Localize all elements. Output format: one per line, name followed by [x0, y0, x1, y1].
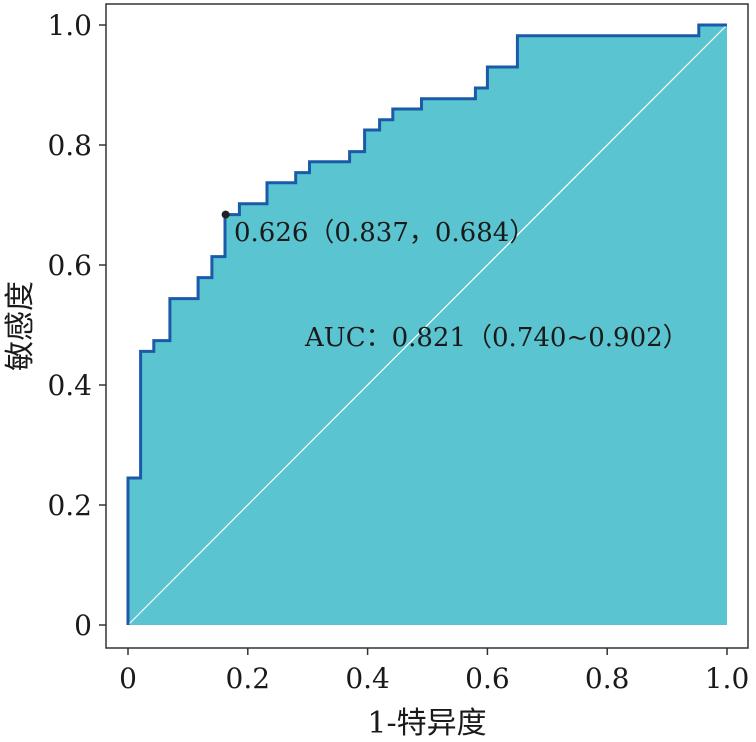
reference-diagonal-line	[127, 24, 728, 626]
x-tick-label: 0.4	[345, 662, 390, 695]
x-tick-label: 0.2	[226, 662, 271, 695]
x-tick-label: 0	[119, 662, 137, 695]
y-tick-label: 0.8	[47, 129, 92, 162]
y-tick-label: 0.6	[47, 249, 92, 282]
x-tick-label: 0.8	[585, 662, 630, 695]
x-axis: 0 0.2 0.4 0.6 0.8 1.0	[119, 648, 749, 695]
auc-annotation: AUC：0.821（0.740~0.902）	[304, 323, 689, 353]
y-axis: 0 0.2 0.4 0.6 0.8 1.0	[47, 9, 106, 642]
x-tick-label: 0.6	[465, 662, 510, 695]
y-axis-title: 敏感度	[3, 281, 38, 371]
y-tick-label: 1.0	[47, 9, 92, 42]
x-tick-label: 1.0	[705, 662, 750, 695]
plot-frame	[105, 3, 749, 649]
y-tick-label: 0	[74, 609, 92, 642]
y-tick-label: 0.2	[47, 489, 92, 522]
cutoff-point-marker	[221, 210, 230, 219]
y-tick-label: 0.4	[47, 369, 92, 402]
x-axis-title: 1-特异度	[367, 706, 486, 741]
roc-curve-line	[126, 23, 727, 625]
cutoff-point-label: 0.626（0.837，0.684）	[234, 218, 535, 248]
